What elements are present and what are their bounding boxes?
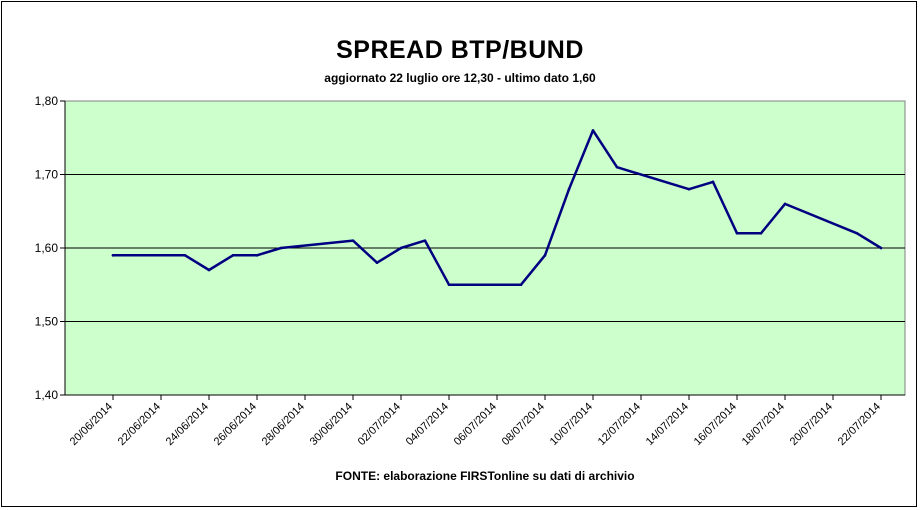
x-tick-label: 12/07/2014 (596, 401, 643, 448)
x-tick-label: 08/07/2014 (500, 401, 547, 448)
x-tick-label: 18/07/2014 (740, 401, 787, 448)
y-tick-label: 1,80 (35, 94, 59, 108)
x-tick-label: 30/06/2014 (308, 401, 355, 448)
data-point (207, 268, 211, 272)
x-tick-label: 06/07/2014 (452, 401, 499, 448)
data-point (351, 239, 355, 242)
x-tick-label: 22/07/2014 (836, 401, 883, 448)
data-point (543, 254, 547, 257)
x-tick-label: 16/07/2014 (692, 401, 739, 448)
x-tick-label: 20/06/2014 (68, 401, 115, 448)
data-point (615, 165, 619, 169)
data-point (183, 254, 187, 257)
y-tick-label: 1,50 (35, 315, 59, 329)
chart-subtitle: aggiornato 22 luglio ore 12,30 - ultimo … (324, 71, 596, 85)
chart-source-note: FONTE: elaborazione FIRSTonline su dati … (335, 469, 635, 483)
x-tick-label: 14/07/2014 (644, 401, 691, 448)
x-tick-label: 04/07/2014 (404, 401, 451, 448)
data-point (855, 232, 859, 235)
data-point (759, 232, 763, 235)
data-point (111, 254, 115, 257)
data-point (423, 239, 427, 242)
data-point (519, 283, 523, 287)
x-tick-label: 26/06/2014 (212, 401, 259, 448)
y-tick-label: 1,60 (35, 241, 59, 255)
chart-title: SPREAD BTP/BUND (336, 36, 584, 64)
x-tick-label: 22/06/2014 (116, 401, 163, 448)
data-point (711, 180, 715, 184)
data-point (735, 232, 739, 235)
data-point (447, 283, 451, 287)
data-point (879, 246, 883, 250)
y-tick-label: 1,40 (35, 388, 59, 402)
x-tick-label: 20/07/2014 (788, 401, 835, 448)
x-tick-label: 10/07/2014 (548, 401, 595, 448)
x-tick-label: 02/07/2014 (356, 401, 403, 448)
data-point (687, 187, 691, 191)
y-tick-label: 1,70 (35, 168, 59, 182)
data-point (231, 254, 235, 257)
data-point (255, 254, 259, 257)
data-point (399, 246, 403, 250)
x-tick-label: 28/06/2014 (260, 401, 307, 448)
data-point (591, 129, 595, 132)
data-point (375, 261, 379, 265)
data-point (783, 202, 787, 206)
data-point (567, 187, 571, 191)
x-tick-label: 24/06/2014 (164, 401, 211, 448)
data-point (279, 246, 283, 250)
